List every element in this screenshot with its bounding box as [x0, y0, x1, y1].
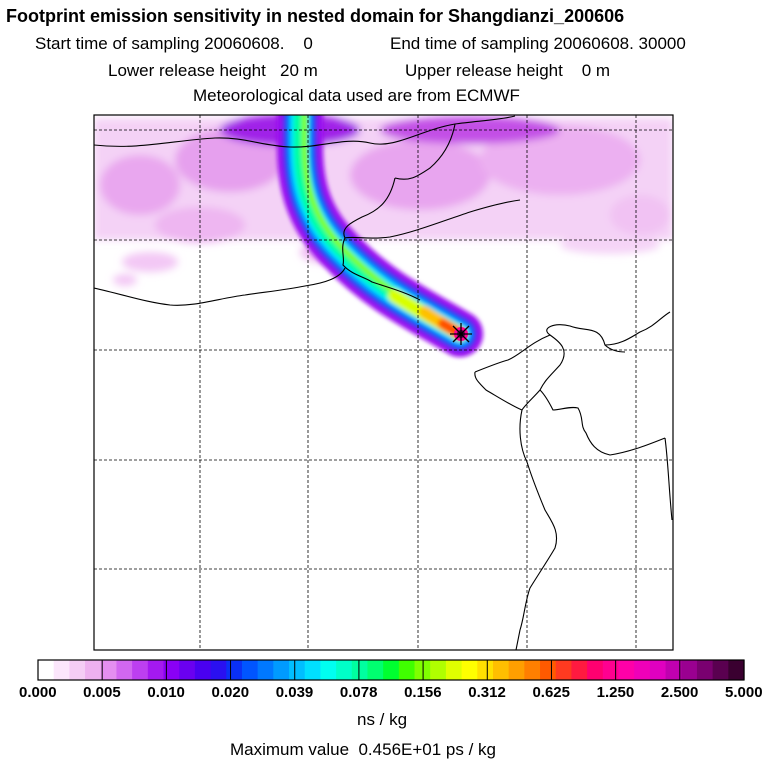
color-scale-swatch [304, 660, 321, 680]
color-scale-swatch [398, 660, 416, 680]
color-scale-swatch [367, 660, 384, 680]
color-scale-swatch [665, 660, 682, 680]
start-time-line: Start time of sampling 20060608. 0 [35, 35, 313, 52]
color-scale-tick-label: 0.010 [147, 684, 185, 701]
color-scale-frame [37, 659, 745, 681]
color-scale-tick-label: 0.312 [468, 684, 506, 701]
color-scale-swatch [100, 660, 118, 680]
color-scale-swatch [179, 660, 196, 680]
color-scale-tick-label: 0.020 [211, 684, 250, 701]
color-scale-tick-label: 2.500 [660, 684, 699, 701]
color-scale-swatch [712, 660, 729, 680]
color-scale-swatch [649, 660, 667, 680]
release-site-star-icon [450, 323, 472, 345]
color-scale-swatch [257, 660, 274, 680]
color-scale-swatch [69, 660, 86, 680]
met-data-line: Meteorological data used are from ECMWF [193, 86, 520, 105]
upper-release-value: 0 m [581, 61, 611, 80]
color-scale-swatch [555, 660, 573, 680]
color-scale-swatch [132, 660, 149, 680]
color-scale-tick-label: 0.078 [339, 684, 378, 701]
color-scale-swatch [210, 660, 227, 680]
color-scale-swatch [681, 660, 698, 680]
color-scale-swatch [383, 660, 400, 680]
color-scale-swatch [116, 660, 133, 680]
map-area [94, 115, 673, 650]
color-scale-swatch [336, 660, 353, 680]
color-scale-tick-label: 1.250 [596, 684, 635, 701]
color-scale-swatch [492, 660, 510, 680]
color-scale-swatch [351, 660, 369, 680]
color-scale-swatch [587, 660, 604, 680]
color-scale-swatch [289, 660, 306, 680]
color-scale-swatch [226, 660, 243, 680]
lower-release-label: Lower release height [108, 61, 266, 80]
color-scale-bar [38, 660, 745, 680]
map-frame [93, 114, 674, 651]
color-scale-swatch [85, 660, 102, 680]
color-scale-tick-label: 0.005 [83, 684, 121, 701]
color-scale-swatch [602, 660, 620, 680]
lower-release-value: 20 m [280, 61, 318, 80]
color-scale-tick-label: 0.625 [532, 684, 570, 701]
color-scale-swatch [618, 660, 635, 680]
color-scale-tick-label: 0.156 [404, 684, 442, 701]
color-scale-swatch [571, 660, 588, 680]
color-scale-swatch [430, 660, 447, 680]
color-scale-dividers [101, 660, 681, 680]
color-scale-swatch [273, 660, 290, 680]
color-scale-swatch [508, 660, 525, 680]
upper-release-line: Upper release height 0 m [405, 62, 610, 79]
color-scale-swatch [147, 660, 165, 680]
color-scale-units: ns / kg [357, 710, 408, 729]
map-title: Footprint emission sensitivity in nested… [6, 6, 625, 26]
lower-release-line: Lower release height 20 m [108, 62, 318, 79]
color-scale-swatch [241, 660, 259, 680]
color-scale-swatch [540, 660, 557, 680]
color-scale-swatch [194, 660, 212, 680]
color-scale-swatch [461, 660, 478, 680]
start-time-value: 0 [303, 34, 313, 53]
color-scale-swatch [38, 660, 55, 680]
emission-plume [276, 115, 483, 357]
color-scale-swatch [163, 660, 180, 680]
color-scale-swatch [320, 660, 337, 680]
color-scale-tick-label: 0.000 [19, 684, 57, 701]
start-time-label: Start time of sampling 20060608. [35, 34, 285, 53]
upper-release-label: Upper release height [405, 61, 563, 80]
maximum-value: Maximum value 0.456E+01 ps / kg [230, 740, 496, 759]
color-scale-tick-label: 5.000 [725, 684, 763, 701]
color-scale-swatch [696, 660, 714, 680]
graticule [94, 115, 673, 650]
color-scale-swatch [634, 660, 651, 680]
color-scale-swatch [53, 660, 70, 680]
color-scale-swatch [477, 660, 494, 680]
color-scale-tick-label: 0.039 [275, 684, 314, 701]
color-scale-swatch [728, 660, 745, 680]
color-scale-swatch [524, 660, 541, 680]
low-sensitivity-field [94, 115, 673, 286]
color-scale-swatch [445, 660, 463, 680]
end-time-line: End time of sampling 20060608. 30000 [390, 34, 686, 53]
